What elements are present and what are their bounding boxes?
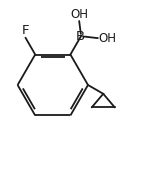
Text: OH: OH <box>70 7 88 21</box>
Text: OH: OH <box>98 32 116 45</box>
Text: B: B <box>76 30 85 43</box>
Text: F: F <box>22 24 29 37</box>
